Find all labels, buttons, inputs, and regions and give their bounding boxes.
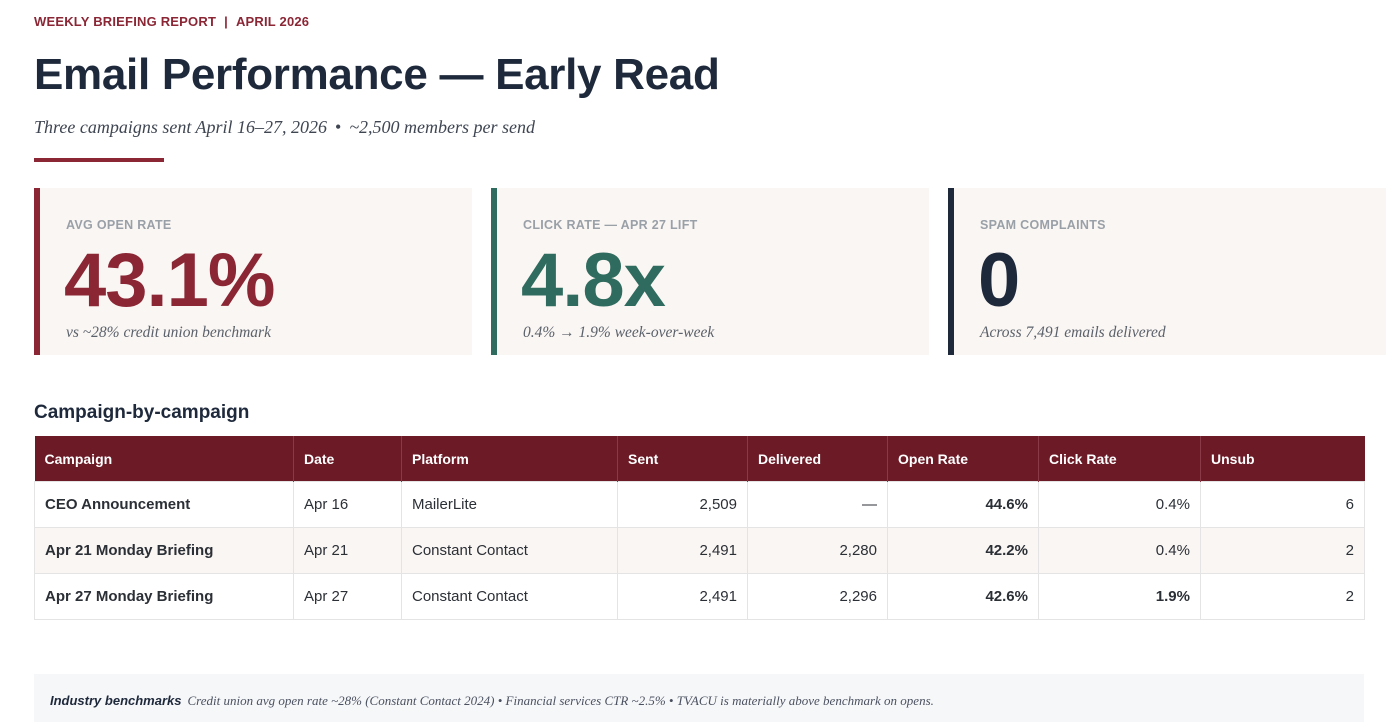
cell-click-rate: 0.4%	[1038, 527, 1201, 574]
cell-campaign: CEO Announcement	[34, 481, 294, 528]
kpi-row: AVG OPEN RATE 43.1% vs ~28% credit union…	[34, 188, 1386, 355]
table-header-row: Campaign Date Platform Sent Delivered Op…	[34, 436, 1365, 482]
cell-date: Apr 21	[293, 527, 402, 574]
column-header-date[interactable]: Date	[293, 436, 402, 482]
report-eyebrow: WEEKLY BRIEFING REPORT | APRIL 2026	[34, 14, 309, 29]
cell-sent: 2,491	[617, 527, 748, 574]
cell-open-rate: 44.6%	[887, 481, 1039, 528]
eyebrow-month: APRIL 2026	[235, 14, 310, 29]
cell-unsub: 2	[1200, 527, 1365, 574]
kpi-card-click-rate: CLICK RATE — APR 27 LIFT 4.8x 0.4% → 1.9…	[491, 188, 929, 355]
benchmarks-footnote: Industry benchmarks Credit union avg open…	[34, 674, 1364, 722]
cell-unsub: 6	[1200, 481, 1365, 528]
benchmarks-label: Industry benchmarks	[50, 693, 182, 708]
benchmarks-text: Credit union avg open rate ~28% (Constan…	[187, 693, 934, 708]
kpi-label: AVG OPEN RATE	[66, 218, 172, 232]
cell-sent: 2,509	[617, 481, 748, 528]
cell-campaign: Apr 21 Monday Briefing	[34, 527, 294, 574]
cell-open-rate: 42.6%	[887, 573, 1039, 620]
subtitle-bullet: •	[335, 117, 342, 137]
kpi-note: 0.4% → 1.9% week-over-week	[523, 324, 715, 341]
column-header-unsub[interactable]: Unsub	[1200, 436, 1365, 482]
kpi-note: Across 7,491 emails delivered	[980, 324, 1166, 341]
section-title-campaigns: Campaign-by-campaign	[34, 402, 250, 423]
column-header-click-rate[interactable]: Click Rate	[1038, 436, 1201, 482]
kpi-accent-bar	[34, 188, 40, 355]
subtitle-members: ~2,500 members per send	[349, 117, 536, 137]
kpi-value: 43.1%	[64, 238, 275, 323]
table-row: Apr 27 Monday Briefing Apr 27 Constant C…	[34, 573, 1365, 620]
cell-platform: Constant Contact	[401, 573, 618, 620]
kpi-note: vs ~28% credit union benchmark	[66, 324, 271, 341]
title-accent-rule	[34, 158, 164, 162]
cell-open-rate: 42.2%	[887, 527, 1039, 574]
column-header-sent[interactable]: Sent	[617, 436, 748, 482]
cell-sent: 2,491	[617, 573, 748, 620]
column-header-campaign[interactable]: Campaign	[34, 436, 294, 482]
page-subtitle: Three campaigns sent April 16–27, 2026 • ~…	[34, 117, 535, 138]
cell-click-rate: 0.4%	[1038, 481, 1201, 528]
cell-platform: MailerLite	[401, 481, 618, 528]
column-header-open-rate[interactable]: Open Rate	[887, 436, 1039, 482]
table-row: CEO Announcement Apr 16 MailerLite 2,509…	[34, 481, 1365, 528]
kpi-label: SPAM COMPLAINTS	[980, 218, 1106, 232]
table-row: Apr 21 Monday Briefing Apr 21 Constant C…	[34, 527, 1365, 574]
kpi-card-open-rate: AVG OPEN RATE 43.1% vs ~28% credit union…	[34, 188, 472, 355]
subtitle-campaigns: Three campaigns sent April 16–27, 2026	[34, 117, 327, 137]
cell-delivered: 2,280	[747, 527, 888, 574]
cell-click-rate: 1.9%	[1038, 573, 1201, 620]
cell-delivered: —	[747, 481, 888, 528]
campaign-table: Campaign Date Platform Sent Delivered Op…	[34, 436, 1365, 620]
kpi-accent-bar	[948, 188, 954, 355]
cell-delivered: 2,296	[747, 573, 888, 620]
kpi-accent-bar	[491, 188, 497, 355]
page-title: Email Performance — Early Read	[34, 50, 720, 99]
cell-campaign: Apr 27 Monday Briefing	[34, 573, 294, 620]
column-header-delivered[interactable]: Delivered	[747, 436, 888, 482]
eyebrow-separator: |	[224, 14, 228, 29]
kpi-label: CLICK RATE — APR 27 LIFT	[523, 218, 698, 232]
kpi-value: 0	[978, 238, 1020, 323]
cell-date: Apr 27	[293, 573, 402, 620]
column-header-platform[interactable]: Platform	[401, 436, 618, 482]
kpi-card-spam-complaints: SPAM COMPLAINTS 0 Across 7,491 emails de…	[948, 188, 1386, 355]
cell-unsub: 2	[1200, 573, 1365, 620]
kpi-value: 4.8x	[521, 238, 666, 323]
cell-date: Apr 16	[293, 481, 402, 528]
eyebrow-report-type: WEEKLY BRIEFING REPORT	[34, 14, 217, 29]
cell-platform: Constant Contact	[401, 527, 618, 574]
